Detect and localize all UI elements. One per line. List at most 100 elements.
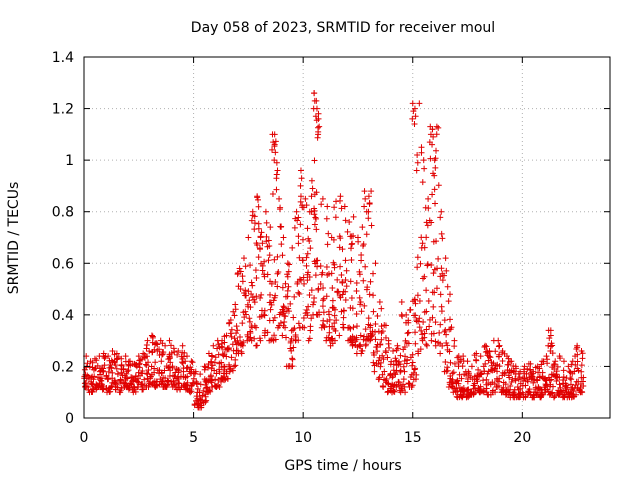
data-point	[291, 325, 298, 332]
data-point	[118, 361, 125, 368]
y-tick-label: 0.6	[52, 256, 74, 272]
y-tick-label: 0.8	[52, 205, 74, 221]
data-point	[397, 367, 404, 374]
data-point	[368, 188, 375, 195]
data-point	[560, 387, 567, 394]
data-point	[291, 224, 298, 231]
data-point	[124, 368, 131, 375]
data-point	[87, 358, 94, 365]
data-point	[282, 324, 289, 331]
data-point	[357, 332, 364, 339]
data-point	[258, 229, 265, 236]
data-point	[284, 287, 291, 294]
data-point	[101, 362, 108, 369]
data-point	[151, 346, 158, 353]
data-point	[262, 208, 269, 215]
data-point	[135, 369, 142, 376]
data-point	[429, 141, 436, 148]
data-point	[425, 297, 432, 304]
data-point	[311, 157, 318, 164]
data-point	[416, 315, 423, 322]
data-point	[183, 365, 190, 372]
data-point	[357, 298, 364, 305]
data-point	[297, 221, 304, 228]
data-point	[196, 396, 203, 403]
data-point	[312, 113, 319, 120]
data-point	[310, 301, 317, 308]
data-point	[409, 100, 416, 107]
data-point	[140, 350, 147, 357]
data-point	[294, 280, 301, 287]
data-point	[291, 293, 298, 300]
data-point	[319, 303, 326, 310]
data-point	[489, 389, 496, 396]
data-point	[271, 256, 278, 263]
data-point	[259, 240, 266, 247]
data-point	[553, 371, 560, 378]
data-point	[443, 267, 450, 274]
data-point	[313, 97, 320, 104]
data-point	[100, 350, 107, 357]
data-point	[253, 293, 260, 300]
data-point	[463, 394, 470, 401]
data-point	[232, 356, 239, 363]
data-point	[496, 351, 503, 358]
data-point	[249, 282, 256, 289]
data-point	[385, 388, 392, 395]
data-point	[118, 355, 125, 362]
data-point	[190, 375, 197, 382]
data-point	[548, 340, 555, 347]
data-point	[275, 268, 282, 275]
data-point	[572, 361, 579, 368]
data-point	[308, 193, 315, 200]
data-point	[268, 280, 275, 287]
data-point	[429, 314, 436, 321]
data-point	[201, 363, 208, 370]
data-point	[515, 376, 522, 383]
data-point	[412, 113, 419, 120]
data-point	[395, 378, 402, 385]
data-point	[538, 361, 545, 368]
data-point	[372, 336, 379, 343]
data-point	[545, 327, 552, 334]
data-point	[347, 336, 354, 343]
data-point	[488, 362, 495, 369]
y-tick-label: 1.4	[52, 50, 74, 66]
data-point	[431, 157, 438, 164]
data-point	[414, 292, 421, 299]
data-point	[451, 337, 458, 344]
data-point	[152, 341, 159, 348]
data-point	[274, 324, 281, 331]
data-point	[343, 267, 350, 274]
data-point	[364, 284, 371, 291]
data-point	[413, 167, 420, 174]
x-tick-label: 0	[80, 430, 89, 446]
data-point	[423, 342, 430, 349]
data-point	[573, 391, 580, 398]
data-point	[162, 375, 169, 382]
data-point	[114, 370, 121, 377]
data-point	[306, 274, 313, 281]
data-point	[333, 317, 340, 324]
data-point	[342, 296, 349, 303]
data-point	[271, 332, 278, 339]
data-point	[342, 217, 349, 224]
data-point	[229, 367, 236, 374]
data-point	[363, 231, 370, 238]
data-point	[551, 393, 558, 400]
data-point	[274, 253, 281, 260]
data-point	[248, 217, 255, 224]
data-point	[349, 305, 356, 312]
data-point	[318, 201, 325, 208]
data-point	[356, 294, 363, 301]
data-point	[309, 185, 316, 192]
data-point	[450, 379, 457, 386]
data-point	[331, 320, 338, 327]
data-point	[534, 377, 541, 384]
data-point	[512, 375, 519, 382]
data-point	[526, 386, 533, 393]
data-point	[130, 377, 137, 384]
data-point	[167, 359, 174, 366]
data-point	[283, 334, 290, 341]
data-point	[439, 235, 446, 242]
